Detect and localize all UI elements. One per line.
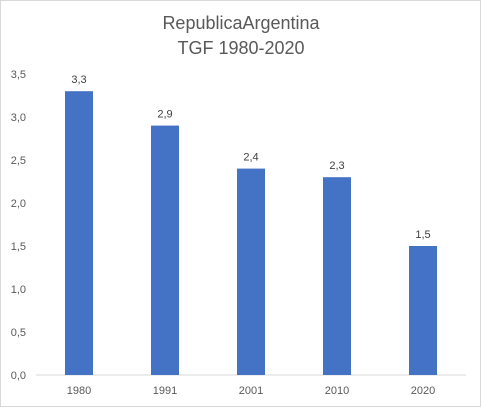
bar <box>323 177 351 375</box>
bar <box>65 91 93 375</box>
y-tick-label: 0,0 <box>11 370 26 382</box>
x-tick-label: 2001 <box>239 385 263 397</box>
chart-subtitle: TGF 1980-2020 <box>177 38 304 58</box>
bar <box>151 125 179 375</box>
chart-title: RepublicaArgentina <box>162 13 320 33</box>
data-label: 2,3 <box>329 160 344 172</box>
data-label: 2,9 <box>157 109 172 121</box>
x-tick-label: 1980 <box>67 385 91 397</box>
x-tick-label: 2020 <box>411 385 435 397</box>
y-tick-label: 2,0 <box>11 198 26 210</box>
bar <box>237 168 265 375</box>
bar <box>409 246 437 375</box>
y-tick-label: 3,5 <box>11 69 26 81</box>
data-label: 3,3 <box>71 74 86 86</box>
y-tick-label: 0,5 <box>11 327 26 339</box>
y-tick-label: 3,0 <box>11 112 26 124</box>
x-tick-label: 2010 <box>325 385 349 397</box>
data-label: 1,5 <box>415 229 430 241</box>
x-tick-label: 1991 <box>153 385 177 397</box>
y-tick-label: 1,0 <box>11 284 26 296</box>
y-tick-label: 1,5 <box>11 241 26 253</box>
data-label: 2,4 <box>243 152 258 164</box>
y-tick-label: 2,5 <box>11 155 26 167</box>
